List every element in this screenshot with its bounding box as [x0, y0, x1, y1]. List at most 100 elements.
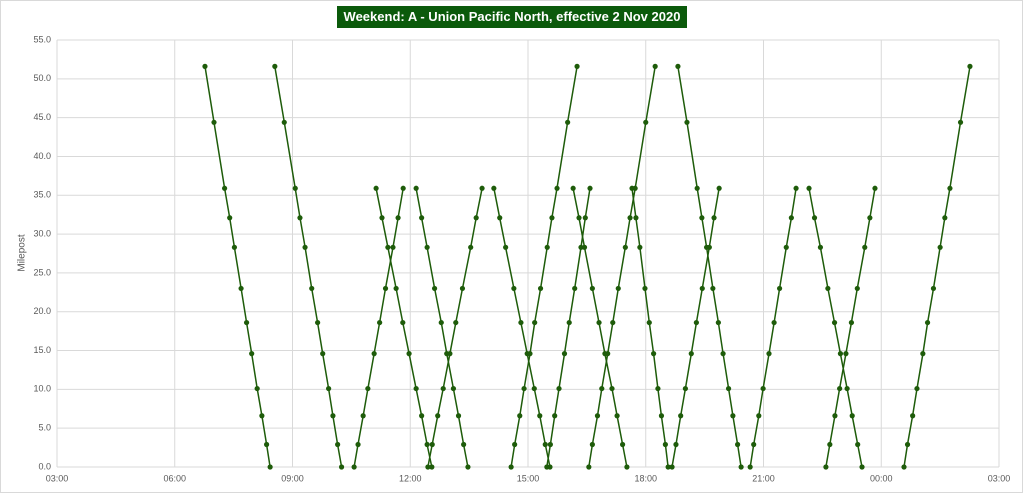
stop-marker — [766, 351, 772, 357]
stop-marker — [811, 215, 818, 221]
stop-marker — [561, 351, 568, 357]
stop-marker — [872, 185, 878, 191]
stop-marker — [473, 215, 479, 221]
y-tick-label: 15.0 — [33, 345, 51, 355]
stop-marker — [711, 215, 717, 221]
stop-marker — [254, 385, 260, 392]
stop-marker — [624, 464, 630, 470]
stop-marker — [425, 464, 431, 470]
stop-marker — [497, 215, 503, 221]
y-axis-label: Milepost — [17, 234, 28, 271]
stop-marker — [610, 319, 616, 326]
stop-marker — [459, 285, 466, 292]
train-line — [903, 66, 971, 468]
train-line — [427, 188, 483, 468]
stop-marker — [747, 464, 753, 470]
stop-marker — [582, 215, 588, 221]
train-line — [749, 188, 797, 468]
stop-marker — [259, 413, 265, 419]
stop-marker — [783, 244, 789, 250]
stop-marker — [438, 319, 444, 326]
stop-marker — [901, 464, 907, 470]
stop-marker — [771, 319, 777, 326]
stop-marker — [447, 351, 453, 357]
stop-marker — [669, 464, 675, 470]
stop-marker — [665, 464, 671, 470]
stop-marker — [574, 63, 580, 69]
stop-marker — [859, 464, 865, 470]
stop-marker — [419, 413, 425, 419]
stop-marker — [837, 385, 843, 392]
stop-marker — [823, 464, 829, 470]
x-tick-label: 09:00 — [281, 473, 304, 483]
stop-marker — [914, 385, 920, 392]
stop-marker — [694, 185, 700, 191]
stop-marker — [831, 319, 838, 326]
stop-marker — [937, 244, 943, 250]
stop-marker — [272, 63, 278, 69]
stop-marker — [643, 119, 649, 125]
stop-marker — [238, 285, 244, 292]
stop-marker — [465, 464, 471, 470]
stop-marker — [393, 285, 399, 292]
stop-marker — [479, 185, 485, 191]
stop-marker — [675, 63, 681, 69]
stop-marker — [309, 285, 315, 292]
train-line — [353, 188, 404, 468]
train-line — [510, 66, 578, 468]
x-tick-label: 18:00 — [634, 473, 657, 483]
stop-marker — [461, 441, 467, 448]
stop-marker — [297, 215, 303, 221]
stop-marker — [658, 413, 665, 419]
stop-marker — [292, 185, 298, 191]
stop-marker — [615, 285, 621, 292]
stop-marker — [377, 319, 383, 326]
stop-marker — [249, 351, 255, 357]
stop-marker — [720, 351, 726, 357]
stop-marker — [503, 244, 509, 250]
y-tick-label: 50.0 — [33, 73, 51, 83]
stop-marker — [440, 385, 446, 392]
stop-marker — [468, 244, 474, 250]
stop-marker — [730, 413, 736, 419]
x-tick-label: 12:00 — [399, 473, 422, 483]
stop-marker — [734, 441, 741, 448]
stop-marker — [703, 244, 710, 250]
stop-marker — [419, 215, 425, 221]
y-tick-label: 40.0 — [33, 151, 51, 161]
train-line — [274, 66, 343, 468]
stop-marker — [527, 351, 533, 357]
stop-marker — [651, 351, 657, 357]
stop-marker — [511, 285, 517, 292]
stop-marker — [373, 185, 379, 191]
stop-marker — [738, 464, 744, 470]
train-line — [415, 188, 469, 468]
stop-marker — [576, 215, 582, 221]
stop-marker — [642, 285, 648, 292]
stop-marker — [531, 385, 537, 392]
stop-marker — [684, 119, 690, 125]
stop-marker — [365, 385, 371, 392]
stop-marker — [678, 413, 684, 419]
stop-marker — [957, 119, 964, 125]
stop-marker — [281, 119, 287, 125]
y-tick-label: 0.0 — [38, 461, 51, 471]
stop-marker — [760, 385, 766, 392]
stop-marker — [725, 385, 732, 392]
stop-marker — [629, 185, 635, 191]
stop-marker — [455, 413, 462, 419]
stop-marker — [512, 441, 518, 448]
stop-marker — [570, 185, 576, 191]
stop-marker — [450, 385, 457, 392]
train-line — [493, 188, 551, 468]
train-line — [204, 66, 271, 468]
x-tick-label: 21:00 — [752, 473, 775, 483]
stop-marker — [517, 413, 523, 419]
stop-marker — [508, 464, 514, 470]
stop-marker — [400, 185, 406, 191]
stop-marker — [302, 244, 308, 250]
train-line — [375, 188, 433, 468]
train-line — [825, 188, 876, 468]
